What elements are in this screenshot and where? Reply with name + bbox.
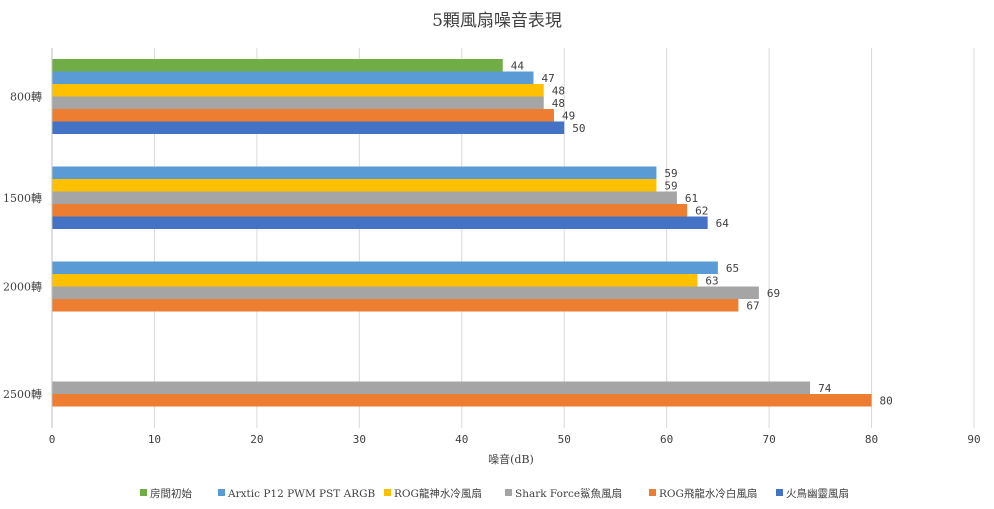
legend-swatch — [140, 489, 147, 496]
bar — [52, 191, 677, 204]
data-label: 63 — [705, 274, 718, 287]
legend-swatch — [505, 489, 512, 496]
legend-label: 房間初始 — [150, 487, 192, 500]
bar — [52, 216, 708, 229]
data-label: 50 — [572, 122, 585, 135]
legend-swatch — [218, 489, 225, 496]
bar — [52, 96, 544, 109]
data-label: 59 — [664, 179, 677, 192]
bar — [52, 381, 811, 394]
data-label: 47 — [541, 72, 554, 85]
bar — [52, 121, 565, 134]
legend-swatch — [776, 489, 783, 496]
x-tick-label: 10 — [148, 433, 161, 446]
bar — [52, 394, 872, 407]
data-label: 61 — [685, 192, 698, 205]
data-label: 64 — [716, 217, 730, 230]
data-label: 49 — [562, 109, 575, 122]
bar — [52, 261, 718, 274]
bar — [52, 84, 544, 97]
legend-label: Arxtic P12 PWM PST ARGB — [227, 488, 376, 500]
axes: 0 10 20 30 40 50 60 70 80 90 800轉 1500轉 2000轉 2500轉 — [3, 48, 981, 446]
legend-label: ROG飛龍水冷白風扇 — [659, 487, 757, 500]
data-label: 62 — [695, 204, 708, 217]
x-tick-label: 80 — [865, 433, 878, 446]
bar — [52, 299, 739, 312]
x-tick-label: 0 — [49, 433, 56, 446]
data-label: 48 — [552, 84, 565, 97]
bar — [52, 204, 688, 217]
legend-label: Shark Force鯊魚風扇 — [515, 487, 622, 500]
data-label: 80 — [880, 394, 893, 407]
data-label: 65 — [726, 262, 739, 275]
legend-label: ROG龍神水冷風扇 — [394, 487, 482, 500]
category-label: 800轉 — [10, 91, 42, 104]
category-label: 1500轉 — [3, 192, 42, 205]
category-label: 2000轉 — [3, 281, 42, 294]
x-tick-label: 70 — [762, 433, 775, 446]
bar — [52, 71, 534, 84]
legend-label: 火鳥幽靈風扇 — [786, 487, 849, 500]
data-label: 48 — [552, 97, 565, 110]
bars — [52, 59, 872, 407]
x-tick-label: 30 — [353, 433, 366, 446]
data-label: 69 — [767, 287, 780, 300]
bar — [52, 166, 657, 179]
data-label: 59 — [664, 167, 677, 180]
bar — [52, 286, 759, 299]
data-label: 67 — [746, 299, 759, 312]
chart-title: 5顆風扇噪音表現 — [432, 11, 562, 31]
category-label: 2500轉 — [3, 388, 42, 401]
data-label: 44 — [511, 59, 525, 72]
x-tick-label: 50 — [558, 433, 571, 446]
data-label: 74 — [818, 382, 832, 395]
bar — [52, 59, 503, 72]
x-tick-label: 60 — [660, 433, 673, 446]
x-tick-label: 40 — [455, 433, 468, 446]
bar — [52, 179, 657, 192]
legend: 房間初始 Arxtic P12 PWM PST ARGB ROG龍神水冷風扇 Shar… — [140, 487, 849, 500]
x-axis-title: 噪音(dB) — [488, 452, 534, 466]
x-tick-label: 20 — [250, 433, 263, 446]
legend-swatch — [384, 489, 391, 496]
bar — [52, 109, 554, 122]
legend-swatch — [649, 489, 656, 496]
bar — [52, 274, 698, 287]
x-tick-label: 90 — [967, 433, 980, 446]
